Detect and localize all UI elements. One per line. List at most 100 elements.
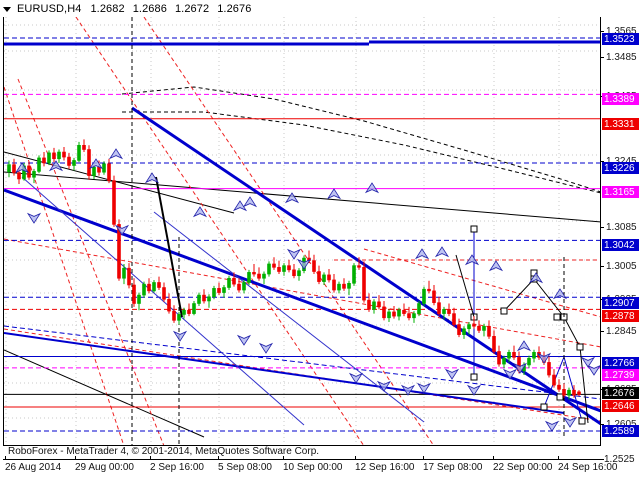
candle-body (377, 301, 381, 308)
price-scale-axis[interactable]: 1.35651.34851.34051.32451.30851.30051.29… (600, 17, 640, 446)
candle-body (477, 325, 481, 331)
broker-copyright-label: RoboForex - MetaTrader 4, © 2001-2014, M… (8, 446, 320, 457)
candle-body (287, 265, 291, 271)
candle-body (572, 389, 576, 396)
candle-body (237, 283, 241, 291)
trendline-black-long[interactable] (4, 171, 600, 223)
fractal-down-arrow-icon (444, 368, 460, 380)
candle-body (507, 352, 511, 359)
fractal-down-arrow-icon (376, 380, 392, 392)
price-scale-corner-label: 1.2525 (604, 454, 635, 465)
candle-body (357, 265, 361, 268)
obj-handle[interactable] (556, 393, 564, 401)
chart-canvas (4, 17, 600, 446)
marker-line-b[interactable] (455, 254, 475, 318)
fractal-down-arrow-icon (286, 248, 302, 260)
time-scale-axis[interactable]: RoboForex - MetaTrader 4, © 2001-2014, M… (3, 446, 640, 480)
chevron-down-icon[interactable] (2, 3, 13, 14)
candle-body (127, 267, 131, 286)
blue-thin-2[interactable] (153, 211, 425, 423)
tick-dash (601, 265, 604, 267)
drawn-arc-upper[interactable] (121, 86, 600, 193)
price-level-badge[interactable]: 1.2907 (602, 297, 639, 309)
candle-body (227, 277, 231, 288)
drawn-arc-mid[interactable] (122, 111, 600, 194)
fractal-down-arrow-icon (258, 342, 274, 354)
candle-body (42, 157, 46, 164)
candle-body (242, 282, 246, 291)
tick-dash (601, 226, 604, 228)
time-tick-label: 24 Sep 16:00 (558, 462, 618, 473)
vline-handle[interactable] (470, 373, 478, 381)
candle-body (232, 277, 236, 285)
candle-body (442, 309, 446, 314)
candle-body (437, 302, 441, 314)
red-dashed-3[interactable] (143, 17, 434, 446)
candle-body (87, 149, 91, 176)
candle-body (47, 152, 51, 164)
zigzag-handle[interactable] (500, 307, 508, 315)
candle-body (197, 294, 201, 304)
time-tick-label: 26 Aug 2014 (5, 462, 62, 473)
drop-marker-line[interactable] (155, 176, 183, 318)
price-level-badge[interactable]: 1.2739 (602, 369, 639, 381)
blue-thin-1[interactable] (21, 176, 305, 426)
chart-plot-area[interactable] (3, 17, 600, 446)
fractal-up-arrow-icon (284, 192, 300, 204)
blue-secondary-trendline[interactable] (131, 106, 600, 426)
candle-body (137, 294, 141, 304)
fractal-down-arrow-icon (580, 356, 596, 368)
fractal-up-arrow-icon (528, 272, 544, 284)
candle-body (102, 163, 106, 173)
price-level-badge[interactable]: 1.3331 (602, 118, 639, 130)
blue-thin-dashed-chan[interactable] (4, 325, 600, 400)
fractal-down-arrow-icon (586, 364, 600, 376)
price-level-badge[interactable]: 1.3389 (602, 93, 639, 105)
zigzag-handle-blue[interactable] (540, 403, 548, 411)
price-level-badge[interactable]: 1.2878 (602, 310, 639, 322)
quote-open: 1.2682 (90, 2, 125, 15)
price-level-badge[interactable]: 1.3042 (602, 239, 639, 251)
fractal-up-arrow-icon (414, 248, 430, 260)
zigzag-handle-blue[interactable] (578, 417, 586, 425)
candle-body (512, 352, 516, 358)
red-dashed-flat-3[interactable] (363, 248, 600, 318)
red-dashed-2[interactable] (75, 17, 364, 446)
price-level-badge[interactable]: 1.3165 (602, 186, 639, 198)
candle-body (57, 151, 61, 160)
obj-handle[interactable] (553, 313, 561, 321)
vline-handle[interactable] (470, 225, 478, 233)
zigzag-handle[interactable] (576, 343, 584, 351)
candle-body (447, 309, 451, 314)
price-level-badge[interactable]: 1.2589 (602, 425, 639, 437)
fractal-up-arrow-icon (14, 162, 30, 174)
candle-body (192, 303, 196, 314)
tick-dash (601, 56, 604, 58)
red-dashed-0[interactable] (4, 86, 125, 446)
time-gridline-tick (5, 456, 6, 460)
blue-main-trendline[interactable] (4, 188, 600, 413)
candle-body (122, 267, 126, 279)
time-gridline-tick (150, 456, 151, 460)
fractal-down-arrow-icon (114, 224, 130, 236)
candle-body (527, 357, 531, 366)
fractal-up-arrow-icon (364, 182, 380, 194)
chart-header: EURUSD,H4 1.2682 1.2686 1.2672 1.2676 (0, 0, 640, 17)
price-tick-label: 1.3085 (601, 221, 637, 233)
price-level-badge[interactable]: 1.2676 (602, 387, 639, 399)
fractal-up-arrow-icon (552, 288, 568, 300)
trendline-black-lower-left[interactable] (4, 349, 205, 438)
candle-body (432, 290, 436, 303)
fractal-down-arrow-icon (466, 384, 482, 396)
price-level-badge[interactable]: 1.3523 (602, 33, 639, 45)
candle-body (152, 282, 156, 292)
candle-body (417, 303, 421, 314)
blue-lower-support[interactable] (4, 332, 565, 414)
candle-body (217, 288, 221, 293)
price-level-badge[interactable]: 1.2766 (602, 357, 639, 369)
red-dashed-1[interactable] (17, 78, 165, 446)
time-tick-label: 12 Sep 16:00 (355, 462, 415, 473)
price-level-badge[interactable]: 1.3226 (602, 162, 639, 174)
price-level-badge[interactable]: 1.2646 (602, 400, 639, 412)
red-dashed-flat-1[interactable] (4, 238, 600, 348)
